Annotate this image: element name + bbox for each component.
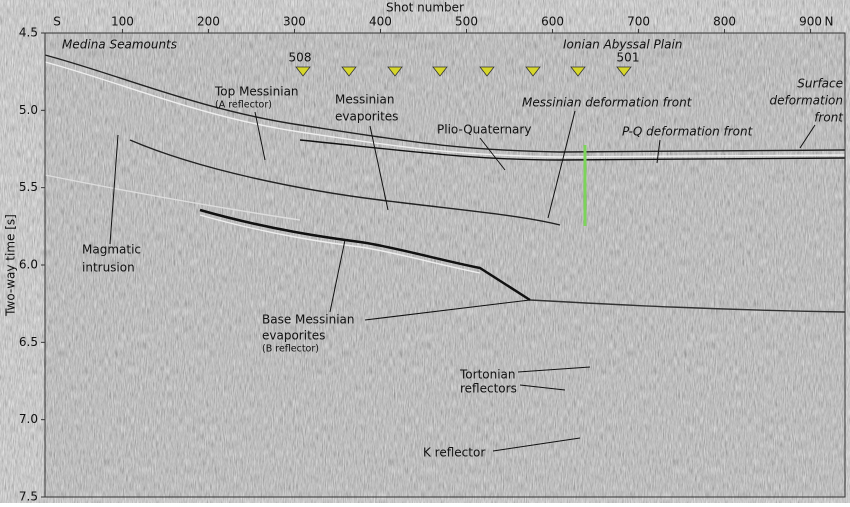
shot-marker [616,66,632,77]
leader-line [254,111,266,161]
leader-line [517,366,591,373]
leader-line [547,110,576,219]
annotation: reflectors [460,382,517,396]
annotation: evaporites [262,329,325,343]
annotation: Ionian Abyssal Plain [563,38,682,52]
leader-line [329,239,346,313]
annotation: Top Messinian [214,85,299,99]
annotation: evaporites [335,110,398,124]
y-tick-label: 6.0 [19,258,38,272]
annotation: K reflector [423,446,485,460]
shot-marker [479,66,495,77]
annotation: Tortonian [459,368,516,382]
shot-marker [570,66,586,77]
x-axis-label: Shot number [386,1,464,15]
x-tick-label: 600 [541,15,564,29]
leader-line [656,139,661,164]
leader-line [479,137,506,171]
annotation: (B reflector) [262,344,319,355]
x-tick-label: 500 [455,15,478,29]
x-tick-label: 900 [799,15,822,29]
x-tick-label: 300 [283,15,306,29]
shot-marker [525,66,541,77]
y-axis-label: Two-way time [s] [4,214,18,317]
annotation: Messinian [335,93,394,107]
annotation: Magmatic [82,243,141,257]
y-tick-label: 5.0 [19,103,38,117]
x-tick-label: 700 [627,15,650,29]
annotation: Base Messinian [262,313,355,327]
annotation: Messinian deformation front [522,96,693,110]
annotation: Surface [797,77,843,91]
shot-label: 501 [617,51,640,65]
y-tick-label: 6.5 [19,335,38,349]
annotation: intrusion [82,261,135,275]
y-tick-label: 7.5 [19,490,38,504]
annotation: front [814,111,844,125]
reflectors [44,54,846,313]
annotation: (A reflector) [215,100,272,111]
shot-marker [341,66,357,77]
leader-line [799,124,816,149]
shot-marker [387,66,403,77]
shot-label: 508 [289,51,312,65]
annotation: P-Q deformation front [622,125,754,139]
y-tick-label: 7.0 [19,412,38,426]
shot-marker [432,66,448,77]
shot-marker [295,66,311,77]
end-label: S [53,15,61,29]
end-label: N [825,15,834,29]
x-tick-label: 200 [197,15,220,29]
x-tick-label: 800 [713,15,736,29]
leader-line [519,384,566,391]
x-tick-label: 100 [111,15,134,29]
leader-line [369,125,389,211]
annotation: Plio-Quaternary [437,123,531,137]
x-tick-label: 400 [369,15,392,29]
leader-line [109,134,119,245]
y-tick-label: 5.5 [19,180,38,194]
y-tick-label: 4.5 [19,26,38,40]
annotation: Medina Seamounts [62,38,177,52]
leader-line [364,299,531,321]
leader-line [492,437,581,452]
annotation: deformation [769,94,843,108]
